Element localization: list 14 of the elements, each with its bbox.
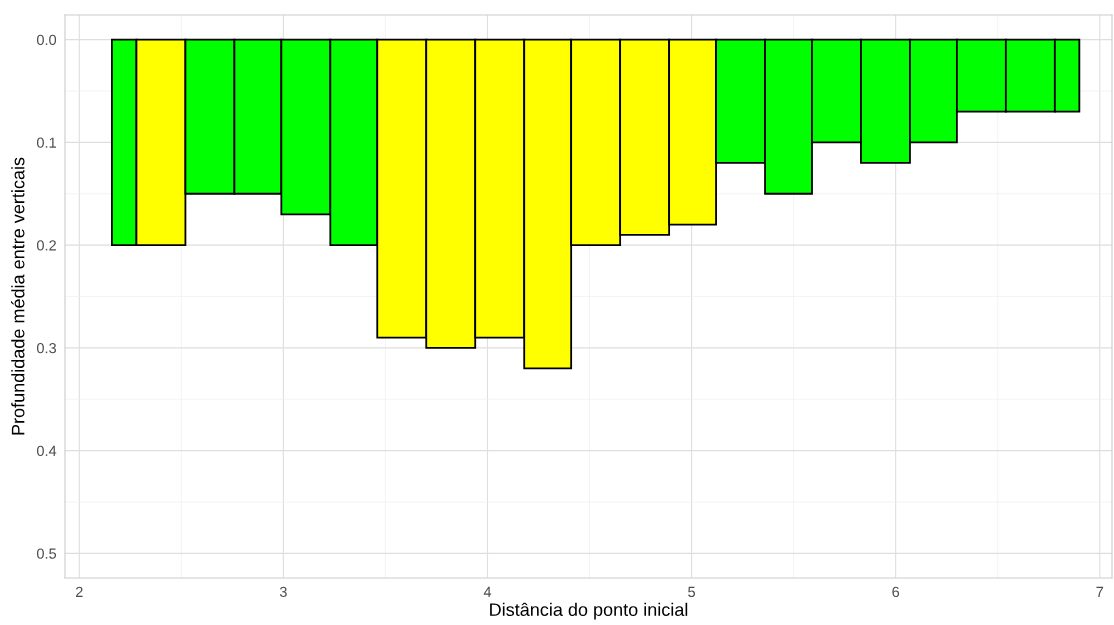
- x-tick-label: 5: [688, 586, 696, 598]
- y-tick-label: 0.1: [36, 137, 56, 148]
- y-tick-label: 0.4: [36, 445, 57, 457]
- y-axis-title: Profundidade média entre verticais: [11, 157, 25, 435]
- x-tick-label: 7: [1096, 586, 1104, 597]
- y-tick-label: 0.0: [36, 34, 57, 46]
- y-tick-label: 0.3: [36, 342, 57, 354]
- x-tick-label: 2: [75, 586, 83, 597]
- x-tick-label: 3: [279, 586, 287, 598]
- y-tick-label: 0.5: [36, 548, 57, 559]
- y-tick-label: 0.2: [36, 240, 56, 251]
- x-axis-title: Distância do ponto inicial: [490, 602, 688, 620]
- x-tick-label: 4: [483, 586, 492, 597]
- x-tick-label: 6: [892, 586, 900, 598]
